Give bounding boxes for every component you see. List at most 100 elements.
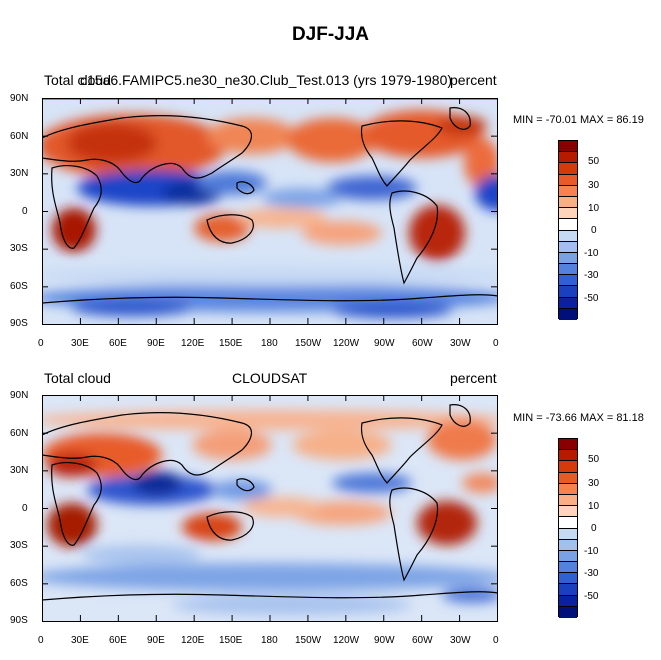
colorbar-swatch [559,517,577,529]
colorbar-label: -10 [584,248,599,259]
colorbar-swatch [559,506,577,518]
colorbar-swatch [559,286,577,298]
lon-tick-label: 30E [71,338,89,349]
colorbar-label: 50 [588,156,600,167]
colorbar-swatch [559,562,577,574]
colorbar [558,438,578,618]
lon-tick-label: 60E [109,635,127,646]
colorbar-swatch [559,606,577,618]
lon-tick-label: 60E [109,338,127,349]
lat-tick-label: 30S [10,243,28,254]
lon-tick-label: 120E [181,338,205,349]
lat-tick-label: 90N [10,93,29,104]
lon-tick-label: 90W [374,338,395,349]
colorbar-swatch [559,174,577,186]
colorbar-label: 50 [588,454,600,465]
colorbar-swatch [559,163,577,175]
colorbar-swatch [559,141,577,153]
map-plot [42,98,498,325]
lon-tick-label: 60W [412,338,433,349]
panel-left-title: Total cloud [44,72,111,88]
colorbar-swatch [559,297,577,309]
colorbar-swatch [559,308,577,320]
field-shading [42,110,498,318]
lat-tick-label: 60S [10,578,28,589]
lon-tick-label: 150E [219,338,243,349]
figure-title: DJF-JJA [291,24,370,45]
colorbar-swatch [559,241,577,253]
lat-tick-label: 90S [10,615,28,626]
colorbar-swatch [559,584,577,596]
lon-tick-label: 150E [219,635,243,646]
lon-tick-label: 90W [374,635,395,646]
colorbar-swatch [559,472,577,484]
lon-tick-label: 90E [147,338,165,349]
colorbar [558,140,578,320]
colorbar-label: -30 [584,568,599,579]
lon-tick-label: 180 [261,338,278,349]
lon-tick-label: 180 [261,635,278,646]
colorbar-swatch [559,219,577,231]
colorbar-swatch [559,152,577,164]
lat-tick-label: 90S [10,318,28,329]
lat-tick-label: 60N [10,131,29,142]
lat-tick-label: 30N [10,168,29,179]
lon-tick-label: 90E [147,635,165,646]
lon-tick-label: 120W [333,635,360,646]
field-shading [42,410,498,615]
colorbar-label: -30 [584,270,599,281]
panel-left-title: Total cloud [44,370,111,386]
colorbar-swatch [559,252,577,265]
colorbar-label: 30 [588,478,600,489]
colorbar-swatch [559,208,577,220]
panel-center-title: CLOUDSAT [232,370,308,386]
colorbar-swatch [559,461,577,473]
colorbar-label: 30 [588,180,600,191]
lon-tick-label: 150W [295,635,322,646]
lat-tick-label: 60S [10,281,28,292]
coastlines [42,107,498,304]
panel-right-title: percent [450,72,497,88]
colorbar-label: 10 [588,501,600,512]
colorbar-swatch [559,595,577,607]
lat-tick-label: 30N [10,465,29,476]
lon-tick-label: 30W [450,338,471,349]
tick-marks [42,395,498,622]
colorbar-swatch [559,230,577,242]
panel-right-title: percent [450,370,497,386]
lat-tick-label: 60N [10,428,29,439]
lat-tick-label: 90N [10,390,29,401]
colorbar-swatch [559,528,577,540]
colorbar-swatch [559,450,577,462]
colorbar-swatch [559,494,577,507]
lon-tick-label: 120E [181,635,205,646]
colorbar-label: 0 [591,523,597,534]
stats-label: MIN = -70.01 MAX = 86.19 [513,114,644,126]
lon-tick-label: 0 [493,635,499,646]
colorbar-label: -10 [584,546,599,557]
lat-tick-label: 30S [10,540,28,551]
lon-tick-label: 60W [412,635,433,646]
lon-tick-label: 150W [295,338,322,349]
map-plot [42,395,498,622]
colorbar-swatch [559,185,577,197]
lon-tick-label: 0 [38,635,44,646]
lon-tick-label: 120W [333,338,360,349]
stats-label: MIN = -73.66 MAX = 81.18 [513,412,644,424]
colorbar-swatch [559,439,577,451]
colorbar-swatch [559,196,577,209]
colorbar-label: -50 [584,591,599,602]
colorbar-swatch [559,483,577,495]
lon-tick-label: 0 [493,338,499,349]
colorbar-label: 0 [591,225,597,236]
colorbar-swatch [559,550,577,563]
colorbar-swatch [559,264,577,276]
lon-tick-label: 30E [71,635,89,646]
colorbar-label: 10 [588,203,600,214]
colorbar-swatch [559,275,577,287]
lon-tick-label: 30W [450,635,471,646]
colorbar-label: -50 [584,293,599,304]
panel-center-title: c15a6.FAMIPC5.ne30_ne30.Club_Test.013 (y… [80,72,453,88]
tick-marks [42,98,498,325]
colorbar-swatch [559,539,577,551]
